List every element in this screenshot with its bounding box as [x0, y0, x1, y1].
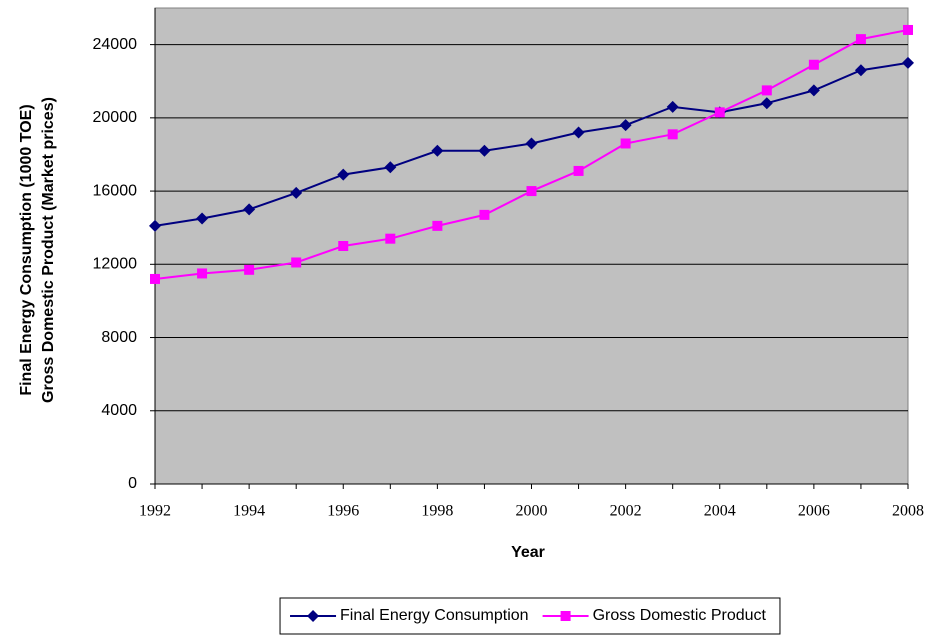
y-tick-label: 24000 [93, 36, 138, 53]
marker [526, 186, 537, 197]
marker [855, 34, 866, 45]
marker [338, 241, 349, 251]
x-tick-label: 2004 [704, 503, 736, 520]
marker [525, 137, 538, 150]
marker [620, 138, 631, 149]
y-tick-label: 16000 [93, 182, 138, 199]
x-tick-label: 1996 [327, 503, 359, 520]
marker [384, 161, 397, 174]
marker [808, 59, 819, 70]
y-axis-label: Gross Domestic Product (Market prices) [40, 97, 57, 403]
x-tick-label: 2006 [798, 503, 830, 520]
marker [385, 233, 396, 244]
x-tick-label: 2002 [610, 503, 642, 520]
marker [760, 97, 773, 110]
marker [291, 257, 302, 268]
marker [479, 209, 490, 220]
marker [149, 219, 161, 232]
marker [714, 107, 725, 118]
y-tick-label: 8000 [101, 329, 137, 346]
marker [243, 203, 256, 216]
marker [807, 84, 820, 97]
marker [432, 220, 443, 231]
marker [307, 610, 320, 622]
x-tick-label: 1998 [421, 503, 453, 520]
x-tick-label: 1994 [233, 503, 265, 520]
legend-label: Final Energy Consumption [340, 607, 529, 624]
x-axis-label: Year [511, 544, 545, 561]
marker [902, 56, 914, 69]
legend-label: Gross Domestic Product [593, 607, 767, 624]
marker [560, 611, 571, 621]
plot-area [154, 7, 909, 485]
marker [244, 264, 255, 275]
marker [619, 119, 632, 132]
marker [666, 100, 679, 113]
marker [197, 268, 208, 279]
x-tick-label: 2000 [516, 503, 548, 520]
y-tick-label: 0 [128, 475, 137, 492]
marker [854, 64, 867, 77]
marker [572, 126, 585, 139]
marker [667, 129, 678, 140]
marker [150, 273, 160, 284]
x-tick-label: 1992 [139, 503, 171, 520]
y-tick-label: 4000 [101, 402, 137, 419]
y-tick-label: 12000 [93, 256, 138, 273]
y-axis-label: Final Energy Consumption (1000 TOE) [18, 104, 35, 395]
legend: Final Energy Consumption Gross Domestic P… [279, 597, 781, 635]
marker [761, 85, 772, 96]
marker [431, 144, 444, 157]
legend-box [279, 597, 781, 635]
marker [478, 144, 491, 157]
marker [290, 186, 303, 199]
marker [903, 24, 913, 35]
marker [196, 212, 209, 225]
y-tick-label: 20000 [93, 109, 138, 126]
marker [573, 165, 584, 176]
x-tick-label: 2008 [892, 503, 924, 520]
marker [337, 168, 350, 181]
